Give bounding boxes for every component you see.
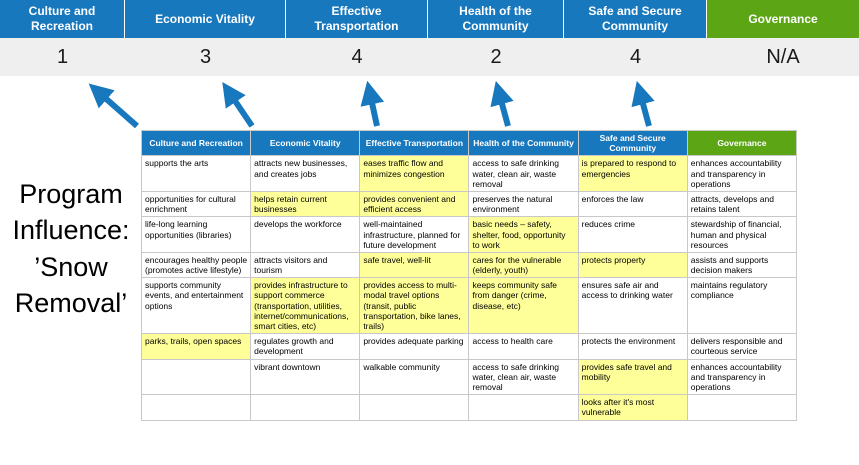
matrix-cell-highlighted: protects property: [577, 251, 688, 279]
matrix-cell-highlighted: looks after it's most vulnerable: [577, 394, 688, 421]
matrix-cell: reduces crime: [577, 216, 688, 253]
score-value-economic-vitality: 3: [199, 45, 212, 68]
matrix-cell: ensures safe air and access to drinking …: [577, 277, 688, 335]
matrix-header-governance: Governance: [686, 129, 798, 157]
matrix-header-culture-and-recreation: Culture and Recreation: [140, 129, 252, 157]
matrix-cell: [140, 394, 252, 421]
matrix-row: looks after it's most vulnerable: [140, 394, 798, 421]
category-header-safe-and-secure-community: Safe and Secure Community: [564, 0, 707, 38]
matrix-cell: enhances accountability and transparency…: [686, 358, 798, 396]
matrix-header-effective-transportation: Effective Transportation: [359, 129, 470, 157]
matrix-cell-highlighted: provides convenient and efficient access: [359, 190, 470, 218]
matrix-cell: provides adequate parking: [359, 333, 470, 360]
matrix-cell-highlighted: provides access to multi-modal travel op…: [359, 277, 470, 335]
up-arrow-icon: [88, 83, 139, 129]
matrix-row: life-long learning opportunities (librar…: [140, 216, 798, 253]
matrix-cell: well-maintained infrastructure, planned …: [359, 216, 470, 253]
matrix-cell: vibrant downtown: [250, 358, 361, 396]
score-value-effective-transportation: 4: [351, 45, 363, 68]
matrix-cell: develops the workforce: [250, 216, 361, 253]
category-header-economic-vitality: Economic Vitality: [125, 0, 286, 38]
matrix-cell: preserves the natural environment: [468, 190, 579, 218]
category-header-row: Culture and Recreation Economic Vitality E…: [0, 0, 859, 38]
matrix-cell: [359, 394, 470, 421]
matrix-cell: attracts new businesses, and creates job…: [250, 155, 361, 192]
matrix-cell: access to safe drinking water, clean air…: [468, 155, 579, 192]
matrix-cell: enforces the law: [577, 190, 688, 218]
matrix-header-safe-and-secure-community: Safe and Secure Community: [577, 129, 688, 157]
category-header-health-of-the-community: Health of the Community: [428, 0, 564, 38]
matrix-cell: assists and supports decision makers: [686, 251, 798, 279]
matrix-header: Culture and Recreation Economic Vitality E…: [140, 129, 798, 157]
matrix-cell: protects the environment: [577, 333, 688, 360]
matrix-cell-highlighted: provides infrastructure to support comme…: [250, 277, 361, 335]
matrix-cell: enhances accountability and transparency…: [686, 155, 798, 192]
score-value-safe-and-secure-community: 4: [629, 45, 642, 68]
matrix-cell: delivers responsible and courteous servi…: [686, 333, 798, 360]
matrix-cell-highlighted: cares for the vulnerable (elderly, youth…: [468, 251, 579, 279]
matrix-cell: regulates growth and development: [250, 333, 361, 360]
matrix-body: supports the arts attracts new businesses…: [140, 155, 798, 421]
influence-arrows: [88, 80, 655, 129]
matrix-cell-highlighted: provides safe travel and mobility: [577, 358, 688, 396]
matrix-cell: [250, 394, 361, 421]
category-header-governance: Governance: [707, 0, 859, 38]
score-value-governance: N/A: [766, 45, 800, 68]
category-header-culture-and-recreation: Culture and Recreation: [0, 0, 125, 38]
matrix-cell: maintains regulatory compliance: [686, 277, 798, 335]
up-arrow-icon: [222, 82, 255, 128]
matrix-cell: supports the arts: [140, 155, 252, 192]
matrix-cell: [468, 394, 579, 421]
program-influence-label: Program Influence: ’Snow Removal’: [12, 179, 130, 319]
matrix-cell-highlighted: parks, trails, open spaces: [140, 333, 252, 360]
matrix-cell-highlighted: safe travel, well-lit: [359, 251, 470, 279]
matrix-row: parks, trails, open spaces regulates grow…: [140, 333, 798, 360]
matrix-cell: encourages healthy people (promotes acti…: [140, 251, 252, 279]
score-value-culture-and-recreation: 1: [56, 45, 69, 68]
matrix-cell: life-long learning opportunities (librar…: [140, 216, 252, 253]
matrix-row: supports community events, and entertain…: [140, 277, 798, 335]
matrix-cell: attracts visitors and tourism: [250, 251, 361, 279]
matrix-row: vibrant downtown walkable community access…: [140, 358, 798, 396]
score-value-health-of-the-community: 2: [490, 45, 502, 68]
matrix-cell: opportunities for cultural enrichment: [140, 190, 252, 218]
matrix-cell: stewardship of financial, human and phys…: [686, 216, 798, 253]
matrix-header-economic-vitality: Economic Vitality: [250, 129, 361, 157]
matrix-cell-highlighted: is prepared to respond to emergencies: [577, 155, 688, 192]
matrix-row: encourages healthy people (promotes acti…: [140, 251, 798, 279]
matrix-cell: supports community events, and entertain…: [140, 277, 252, 335]
matrix-cell-highlighted: helps retain current businesses: [250, 190, 361, 218]
matrix-cell: walkable community: [359, 358, 470, 396]
up-arrow-icon: [360, 80, 385, 127]
matrix-row: opportunities for cultural enrichment hel…: [140, 190, 798, 218]
matrix-cell: [686, 394, 798, 421]
scoreboard-band: Culture and Recreation Economic Vitality E…: [0, 0, 859, 76]
matrix-cell: access to safe drinking water, clean air…: [468, 358, 579, 396]
matrix-cell: attracts, develops and retains talent: [686, 190, 798, 218]
influence-matrix: Culture and Recreation Economic Vitality E…: [140, 129, 798, 421]
matrix-cell: access to health care: [468, 333, 579, 360]
matrix-cell: [140, 358, 252, 396]
matrix-cell-highlighted: eases traffic flow and minimizes congest…: [359, 155, 470, 192]
category-header-effective-transportation: Effective Transportation: [286, 0, 428, 38]
score-row: 1 3 4 2 4 N/A: [0, 38, 859, 76]
up-arrow-icon: [631, 80, 655, 127]
matrix-header-row: Culture and Recreation Economic Vitality E…: [140, 129, 798, 157]
matrix-row: supports the arts attracts new businesses…: [140, 155, 798, 192]
matrix-header-health-of-the-community: Health of the Community: [468, 129, 579, 157]
up-arrow-icon: [490, 80, 514, 127]
matrix-cell-highlighted: keeps community safe from danger (crime,…: [468, 277, 579, 335]
matrix-cell-highlighted: basic needs – safety, shelter, food, opp…: [468, 216, 579, 253]
